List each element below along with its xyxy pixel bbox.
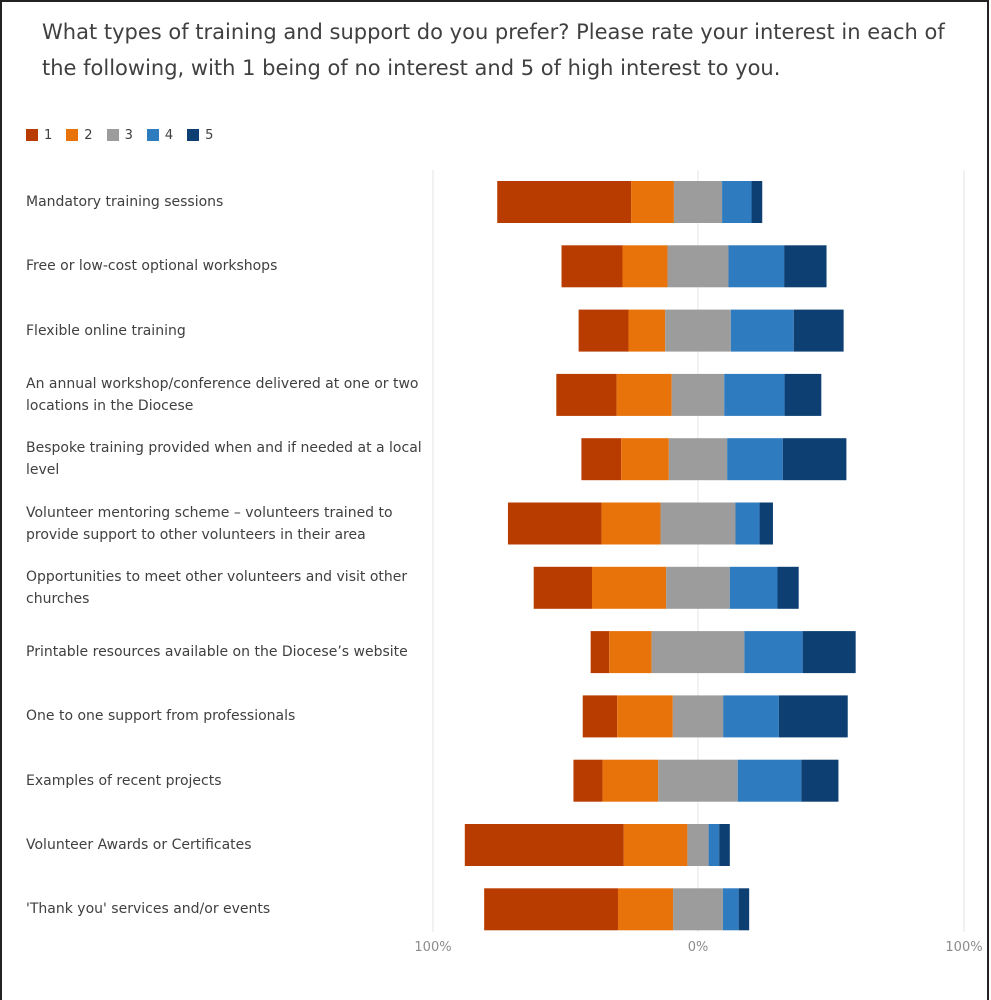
category-label: One to one support from professionals xyxy=(26,708,296,725)
bar-segment-row4-rating5 xyxy=(784,373,822,416)
bar-segment-row7-rating3 xyxy=(666,566,730,609)
bar-segment-row1-rating4 xyxy=(722,181,752,223)
bar-segment-row3-rating4 xyxy=(730,309,794,352)
bar-segment-row9-rating5 xyxy=(778,695,848,738)
bar-segment-row9-rating1 xyxy=(582,695,618,738)
bar-segment-row1-rating1 xyxy=(497,181,632,223)
legend-label-4: 4 xyxy=(164,127,174,143)
bar-segment-row11-rating1 xyxy=(464,824,624,866)
x-tick-label-0: 100% xyxy=(414,940,451,955)
legend-label-5: 5 xyxy=(205,127,214,143)
bar-segment-row7-rating1 xyxy=(533,566,592,609)
category-label: Flexible online training xyxy=(26,322,186,339)
bar-segment-row6-rating2 xyxy=(601,502,661,545)
bar-segment-row4-rating3 xyxy=(671,373,725,416)
legend-item-4: 4 xyxy=(146,127,174,143)
legend-label-1: 1 xyxy=(44,127,53,143)
bar-segment-row8-rating2 xyxy=(609,631,652,674)
bar-segment-row10-rating5 xyxy=(801,759,839,802)
legend-label-2: 2 xyxy=(84,127,93,143)
legend-item-3: 3 xyxy=(106,127,133,143)
bar-segment-row3-rating1 xyxy=(578,309,629,352)
bar-segment-row8-rating4 xyxy=(744,631,803,674)
bar-segment-row7-rating5 xyxy=(777,566,799,609)
bar-segment-row2-rating2 xyxy=(622,245,668,288)
bar-segment-row9-rating4 xyxy=(723,695,779,738)
category-label: Printable resources available on the Dio… xyxy=(26,644,408,661)
bar-segment-row2-rating5 xyxy=(784,245,827,288)
bar-segment-row10-rating4 xyxy=(737,759,802,802)
bar-segment-row5-rating3 xyxy=(668,438,728,481)
bar-segment-row4-rating1 xyxy=(556,373,617,416)
bar-segment-row1-rating5 xyxy=(751,181,763,223)
bar-segment-row3-rating3 xyxy=(665,309,731,352)
bar-segment-row6-rating1 xyxy=(507,502,602,545)
category-label: Volunteer Awards or Certificates xyxy=(26,837,252,853)
category-label: An annual workshop/conference delivered … xyxy=(26,375,419,414)
bar-segment-row1-rating3 xyxy=(673,181,723,223)
x-tick-label-1: 0% xyxy=(688,940,709,955)
bar-segment-row7-rating4 xyxy=(729,566,778,609)
bar-segment-row3-rating5 xyxy=(793,309,844,352)
bar-segment-row12-rating3 xyxy=(673,888,723,931)
bar-segment-row12-rating1 xyxy=(484,888,618,931)
bar-segment-row6-rating3 xyxy=(660,502,736,545)
bar-segment-row11-rating5 xyxy=(719,824,730,866)
bar-segment-row9-rating2 xyxy=(617,695,673,738)
bar-segment-row7-rating2 xyxy=(592,566,667,609)
legend: 1 2 3 4 5 xyxy=(26,126,227,144)
category-label: Free or low-cost optional workshops xyxy=(26,258,278,275)
legend-item-1: 1 xyxy=(26,128,52,143)
x-tick-label-2: 100% xyxy=(945,940,982,955)
bar-segment-row10-rating2 xyxy=(602,759,659,802)
bar-segment-row11-rating3 xyxy=(687,824,709,866)
bar-segment-row2-rating4 xyxy=(728,245,785,288)
bar-segment-row10-rating3 xyxy=(658,759,738,802)
category-label: Volunteer mentoring scheme – volunteers … xyxy=(26,504,393,543)
bar-segment-row8-rating3 xyxy=(651,631,745,674)
category-label: Mandatory training sessions xyxy=(26,194,224,210)
bar-segment-row5-rating5 xyxy=(782,438,847,481)
bar-segment-row2-rating1 xyxy=(561,245,623,288)
bar-segment-row11-rating2 xyxy=(623,824,688,866)
bar-segment-row6-rating5 xyxy=(759,502,773,545)
legend-swatch-2 xyxy=(66,129,79,141)
bar-segment-row12-rating5 xyxy=(738,888,750,931)
legend-swatch-5 xyxy=(187,129,200,141)
bar-segment-row8-rating1 xyxy=(590,631,610,674)
bar-segment-row9-rating3 xyxy=(672,695,724,738)
legend-label-3: 3 xyxy=(124,127,133,143)
bar-segment-row10-rating1 xyxy=(573,759,603,802)
bar-segment-row3-rating2 xyxy=(628,309,666,352)
legend-swatch-4 xyxy=(146,129,159,141)
bar-segment-row4-rating4 xyxy=(724,373,785,416)
bar-segment-row12-rating4 xyxy=(722,888,739,931)
bar-segment-row5-rating2 xyxy=(621,438,669,481)
category-label: Examples of recent projects xyxy=(26,772,222,789)
bar-segment-row5-rating1 xyxy=(581,438,622,481)
bar-segment-row4-rating2 xyxy=(616,373,672,416)
legend-item-2: 2 xyxy=(66,127,93,143)
bar-segment-row1-rating2 xyxy=(631,181,674,223)
legend-swatch-1 xyxy=(26,129,38,141)
bar-segment-row2-rating3 xyxy=(667,245,729,288)
category-label: Opportunities to meet other volunteers a… xyxy=(26,568,408,607)
bar-segment-row5-rating4 xyxy=(727,438,783,481)
category-label: Bespoke training provided when and if ne… xyxy=(26,440,422,479)
chart-title: What types of training and support do yo… xyxy=(42,20,945,80)
legend-item-5: 5 xyxy=(187,128,213,143)
bar-segment-row8-rating5 xyxy=(802,631,856,674)
legend-swatch-3 xyxy=(106,129,119,141)
category-label: 'Thank you' services and/or events xyxy=(26,901,271,918)
bar-segment-row12-rating2 xyxy=(617,888,674,931)
bar-segment-row6-rating4 xyxy=(735,502,760,545)
bar-segment-row11-rating4 xyxy=(708,824,720,866)
